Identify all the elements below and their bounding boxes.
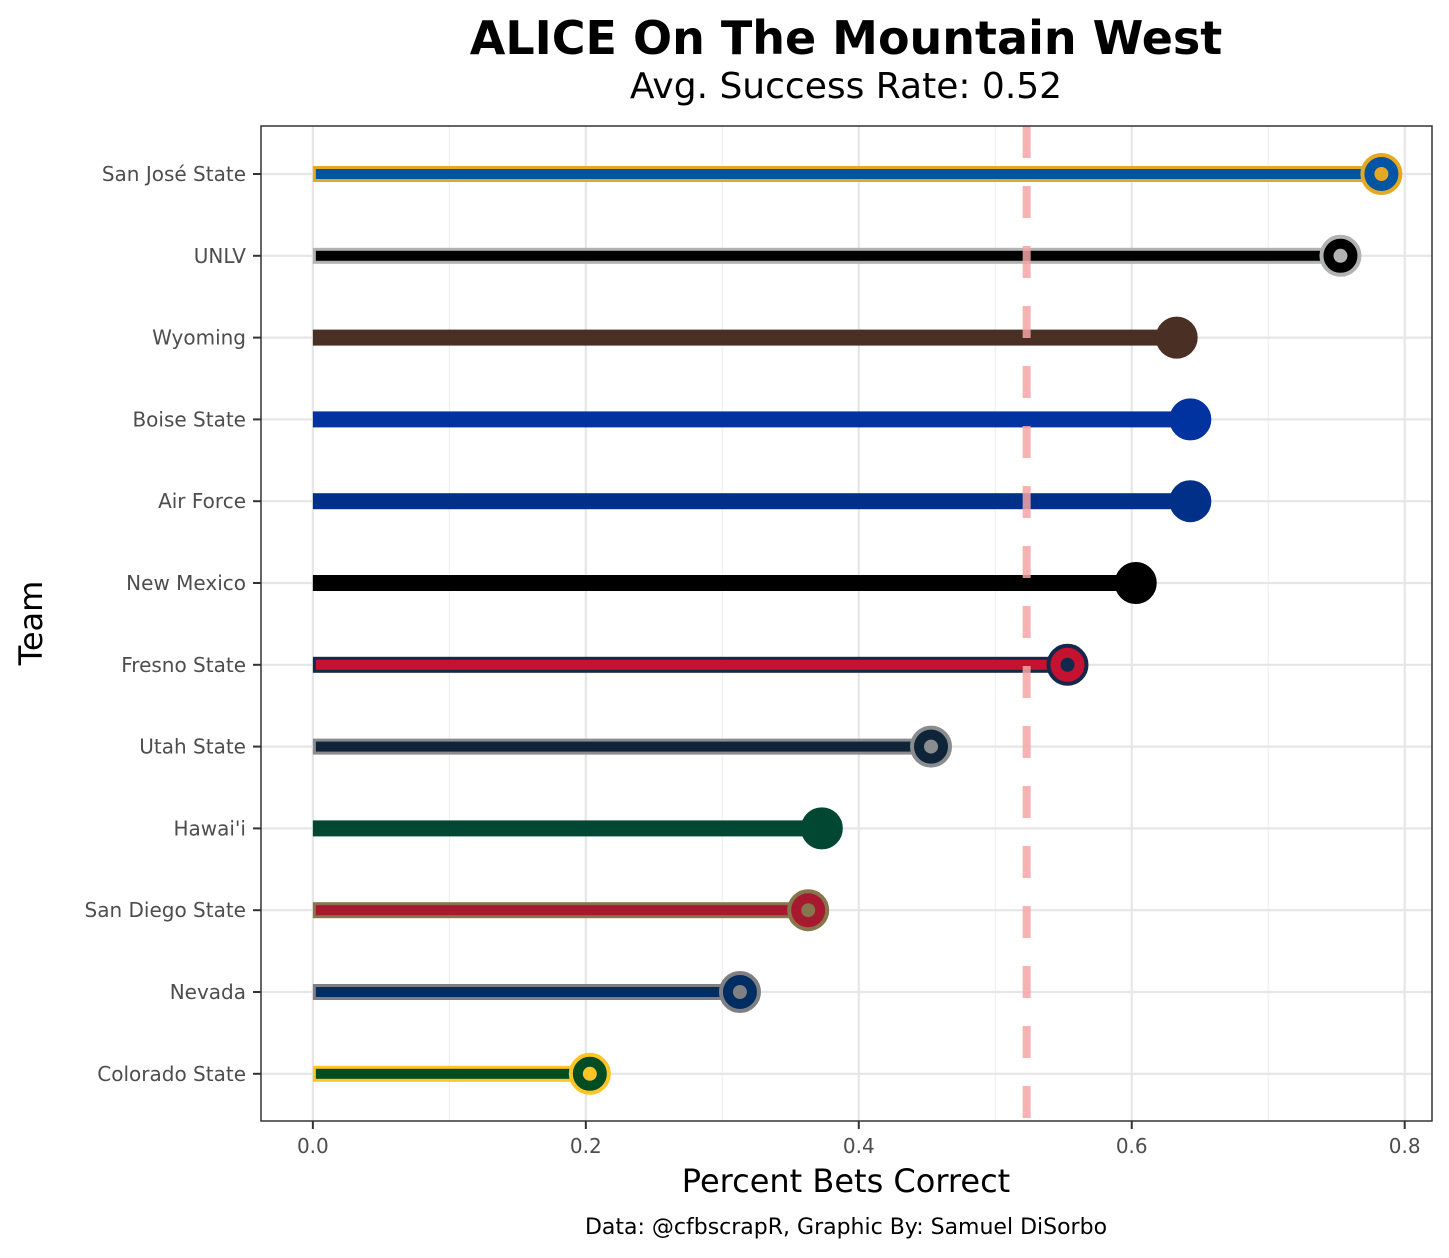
bulldog-logo <box>1046 643 1089 686</box>
bar <box>315 659 1064 670</box>
bar <box>315 578 1132 588</box>
bar-group <box>312 889 830 932</box>
y-axis-title: Team <box>12 581 50 667</box>
bar-group <box>312 153 1403 195</box>
bar <box>315 741 928 752</box>
y-tick-label: UNLV <box>194 244 247 268</box>
ram-logo <box>568 1052 611 1095</box>
bronco-logo <box>1169 398 1212 441</box>
bar <box>315 987 736 997</box>
bars <box>312 153 1403 1095</box>
logo-badge-center <box>1060 657 1075 672</box>
x-axis-title: Percent Bets Correct <box>682 1162 1010 1200</box>
x-tick-label: 0.6 <box>1116 1134 1148 1158</box>
x-tick-label: 0.0 <box>297 1134 329 1158</box>
spartan-logo <box>1360 153 1403 195</box>
bar-group <box>312 398 1212 441</box>
h-logo <box>800 807 843 850</box>
bar-group <box>312 971 761 1013</box>
logo-badge-center <box>1374 167 1389 181</box>
logo-badge-center <box>1183 412 1198 427</box>
y-tick-label: San Diego State <box>85 898 246 922</box>
y-tick-label: Nevada <box>170 980 246 1004</box>
wolf-pack-logo <box>718 971 761 1013</box>
bar-group <box>312 562 1157 604</box>
bar <box>315 905 805 916</box>
logo-badge-center <box>1183 494 1198 509</box>
bar <box>315 823 818 834</box>
logo-badge-center <box>1333 248 1348 263</box>
y-tick-label: Colorado State <box>97 1062 246 1086</box>
u-state-logo <box>910 725 953 768</box>
bar-group <box>312 725 953 768</box>
x-tick-label: 0.2 <box>570 1134 602 1158</box>
bar <box>315 332 1173 343</box>
bar <box>315 250 1337 261</box>
logo-badge-center <box>1128 576 1143 590</box>
bar <box>315 496 1187 507</box>
x-axis: 0.0 0.2 0.4 0.6 0.8 <box>297 1121 1421 1158</box>
chart-subtitle: Avg. Success Rate: 0.52 <box>630 66 1062 107</box>
y-tick-label: Hawai'i <box>173 816 246 840</box>
y-tick-label: Fresno State <box>121 653 246 677</box>
plot-border <box>260 125 1433 1122</box>
bar-group <box>312 807 843 850</box>
bar <box>315 169 1378 179</box>
logo-badge-center <box>1169 330 1184 345</box>
bar-group <box>312 316 1198 359</box>
y-tick-label: Utah State <box>139 735 246 759</box>
unlv-logo <box>1319 234 1362 277</box>
logo-badge-center <box>732 985 747 999</box>
y-tick-label: Boise State <box>132 407 246 431</box>
chart-title: ALICE On The Mountain West <box>470 11 1223 65</box>
cowboy-logo <box>1155 316 1198 359</box>
bar-group <box>312 234 1362 277</box>
af-logo <box>1169 480 1212 523</box>
bar-group <box>312 643 1089 686</box>
y-tick-label: Air Force <box>158 489 246 513</box>
logo-badge-center <box>801 903 816 918</box>
logo-badge-center <box>924 739 939 754</box>
logo-badge-center <box>582 1066 597 1081</box>
bar-group <box>312 480 1212 523</box>
bar <box>315 414 1187 425</box>
x-tick-label: 0.8 <box>1389 1134 1421 1158</box>
y-tick-label: New Mexico <box>126 571 246 595</box>
x-tick-label: 0.4 <box>843 1134 875 1158</box>
chart-caption: Data: @cfbscrapR, Graphic By: Samuel DiS… <box>585 1215 1107 1240</box>
bar <box>315 1068 586 1079</box>
bar-group <box>312 1052 611 1095</box>
y-tick-label: Wyoming <box>152 326 246 350</box>
logo-badge-center <box>814 821 829 836</box>
lobo-logo <box>1114 562 1157 604</box>
plot-background <box>261 126 1432 1121</box>
y-tick-label: San José State <box>102 162 246 186</box>
y-axis: San José State UNLV Wyoming Boise State Air … <box>85 162 261 1086</box>
sd-logo <box>787 889 830 932</box>
